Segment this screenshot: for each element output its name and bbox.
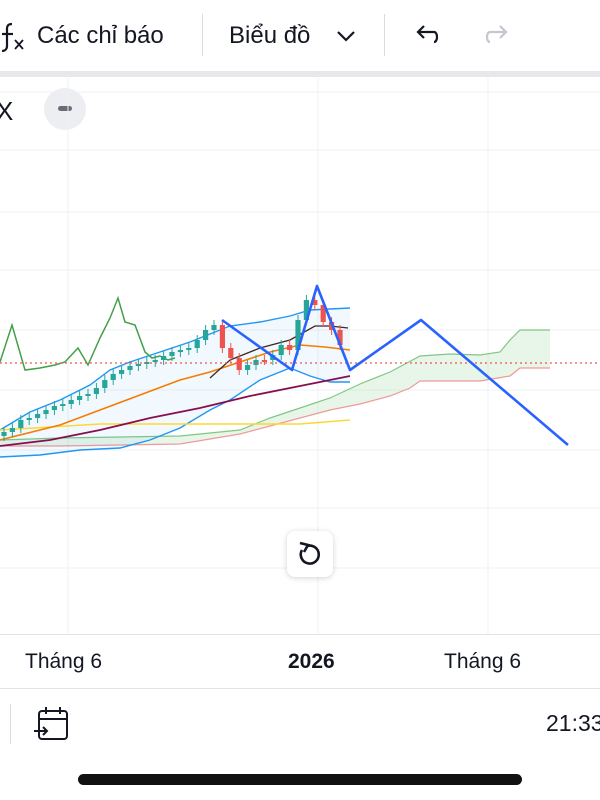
candle [102, 380, 108, 388]
candle [110, 374, 116, 380]
candle [26, 418, 32, 420]
toolbar-divider [202, 14, 203, 56]
candle [35, 414, 41, 418]
toolbar-shadow [0, 71, 600, 77]
fx-icon[interactable] [0, 20, 28, 54]
ma-orange [0, 344, 351, 441]
clock-readout: 21:33 [546, 710, 600, 736]
candle [152, 360, 158, 362]
candle [60, 404, 66, 406]
rotate-icon [299, 541, 321, 565]
indicators-button[interactable]: Các chỉ báo [37, 22, 164, 49]
top-toolbar: Các chỉ báo Biểu đồ [0, 0, 600, 72]
price-chart[interactable] [0, 78, 600, 634]
candle [219, 325, 225, 348]
time-tick: Tháng 6 [444, 650, 522, 673]
bottom-bar-border [0, 688, 600, 689]
candle [18, 420, 24, 428]
zigzag-line [221, 284, 569, 446]
candle [203, 330, 209, 340]
candle [245, 365, 251, 370]
home-indicator [78, 774, 522, 785]
bottom-bar-divider [10, 704, 11, 744]
candle [127, 366, 133, 370]
candle [77, 396, 83, 400]
chikou-span [0, 295, 176, 371]
redo-icon[interactable] [482, 20, 514, 52]
candle [211, 325, 217, 330]
candle [186, 348, 192, 350]
candle [9, 428, 15, 432]
undo-icon[interactable] [410, 20, 442, 52]
candle [161, 356, 167, 360]
legend-collapse-button[interactable] [44, 88, 86, 130]
ma-maroon [0, 375, 351, 447]
senkou-span-b [0, 367, 550, 447]
candle [85, 394, 91, 396]
chikou-line [0, 295, 176, 371]
candle [68, 400, 74, 404]
candle [177, 350, 183, 352]
candle [93, 388, 99, 394]
candle [261, 360, 267, 362]
candle [135, 364, 141, 366]
zigzag-drawing [221, 284, 569, 446]
kumo-fill [0, 330, 550, 446]
upper-band [0, 307, 351, 431]
candle [320, 305, 326, 322]
candle [278, 345, 284, 355]
chart-type-button[interactable]: Biểu đồ [229, 22, 311, 49]
candle [236, 358, 242, 370]
candle [337, 330, 343, 345]
candle [303, 300, 309, 320]
candle [43, 410, 49, 414]
toolbar-divider [384, 14, 385, 56]
chart-grid [0, 78, 600, 634]
candle [194, 340, 200, 348]
candle [1, 432, 7, 436]
date-range-icon[interactable] [32, 704, 70, 744]
time-tick: 2026 [288, 650, 335, 673]
time-tick: Tháng 6 [25, 650, 103, 673]
ma-yellow [0, 419, 351, 431]
candle [119, 370, 125, 374]
candle [169, 352, 175, 356]
legend-symbol: X [0, 96, 14, 126]
candle [287, 345, 293, 350]
time-axis-line [0, 634, 600, 635]
chevron-down-icon[interactable] [330, 20, 362, 52]
candle [312, 300, 318, 305]
candle [51, 406, 57, 410]
minus-icon [58, 106, 72, 111]
candles [1, 295, 343, 441]
candle [295, 320, 301, 350]
reset-chart-button[interactable] [287, 531, 333, 577]
lower-band [0, 367, 350, 458]
candle [228, 348, 234, 358]
